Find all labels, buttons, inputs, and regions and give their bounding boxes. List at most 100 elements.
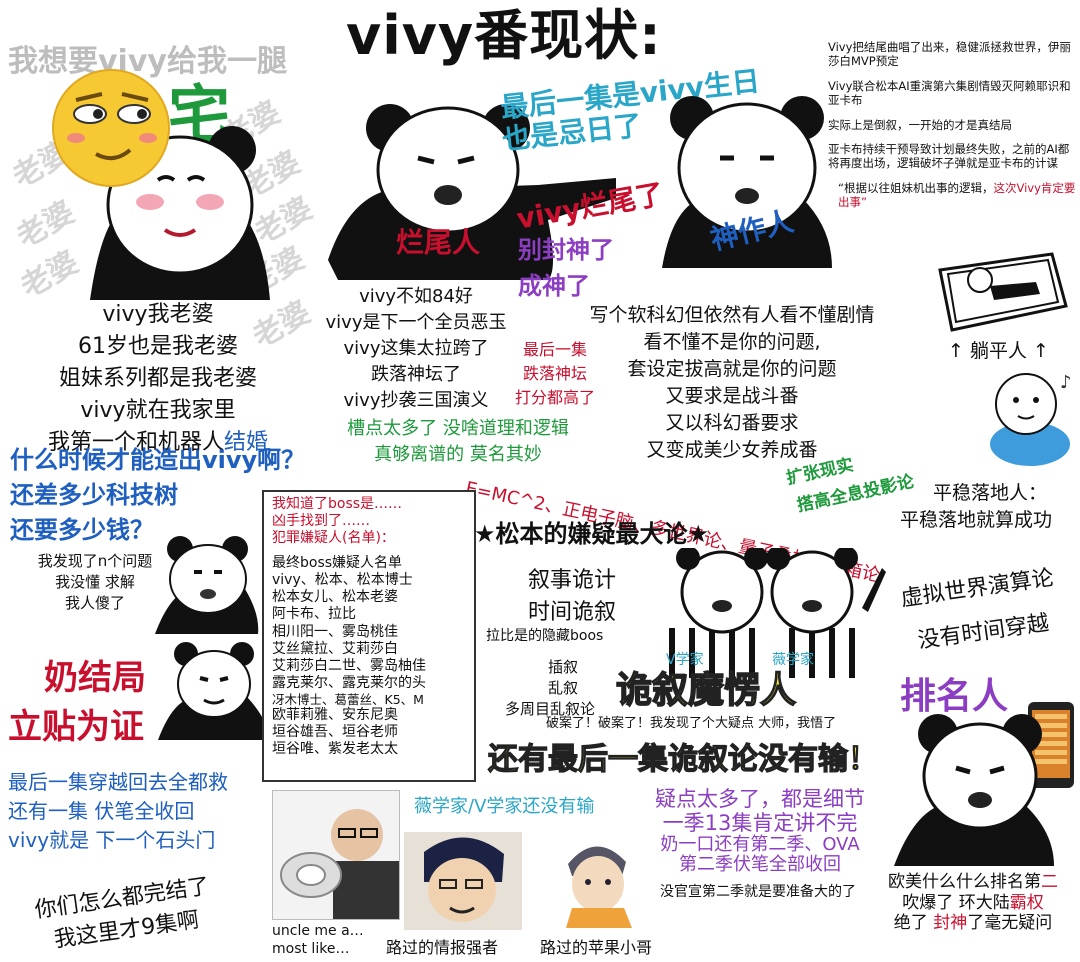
boss-list-6: 艾丝黛拉、艾莉莎白 [272, 640, 398, 657]
red-big-block: 奶结局 立贴为证 [8, 650, 146, 748]
sitting-figure-image: ♪ [982, 366, 1078, 468]
ranking-1b: 二 [1041, 872, 1058, 892]
label-lie-flat: ↑ 躺平人 ↑ [948, 340, 1049, 362]
center-green-2: 真够离谱的 莫名其妙 [374, 444, 542, 465]
blue-bl-2: 还有一集 伏笔全收回 [8, 799, 195, 823]
panda-referees-image [652, 548, 898, 678]
ranking-3b: 封神 [933, 913, 968, 934]
svg-text:♪: ♪ [1060, 372, 1072, 393]
right-note-1: Vivy把结尾曲唱了出来，稳健派拯救世界，伊丽莎白MVP预定 [828, 40, 1071, 69]
ranking-2b: 霸权 [1009, 892, 1044, 913]
scifi-line-4: 又要求是战斗番 [665, 385, 799, 407]
wife-line-4: vivy就在我家里 [80, 398, 236, 423]
narrative-block: 叙事诡计 时间诡叙 [512, 562, 632, 626]
wife-line-5a: 我第一个和机器人 [47, 430, 224, 455]
panda-meme-ranking-image [894, 712, 1054, 866]
panda-left-cap-3: 我人傻了 [64, 594, 125, 612]
smirk-emoji-icon [50, 66, 172, 190]
panda-meme-blush-image [80, 110, 280, 300]
rabi-boss-line: 拉比是的隐藏boos [486, 628, 604, 644]
center-red-2: 跌落神坛 [522, 364, 587, 383]
ranking-1: 欧美什么什么排名第二 [866, 872, 1080, 893]
coffin-panda-image [932, 250, 1070, 334]
scifi-line-1: 写个软科幻但依然有人看不懂剧情 [589, 304, 875, 326]
red-big-2: 立贴为证 [8, 707, 144, 747]
ranking-3: 绝了 封神了毫无疑问 [866, 913, 1080, 934]
wife-line-5: 我第一个和机器人结婚 [18, 424, 298, 456]
matsumoto-title: ★松本的嫌疑最大论★ [474, 520, 710, 548]
blue-question-block: 什么时候才能造出vivy啊？ 还差多少科技树 还要多少钱？ [10, 440, 305, 545]
boss-suspect-box: 我知道了boss是…… 凶手找到了…… 犯罪嫌疑人(名单)： 最终boss嫌疑人… [262, 490, 476, 782]
pingwen-2: 平稳落地就算成功 [900, 509, 1053, 531]
right-note-5: “根据以往姐妹机出事的逻辑，这次Vivy肯定要出事” [828, 181, 1076, 210]
virtual-world-block: 虚拟世界演算论 没有时间穿越 [882, 557, 1079, 658]
narr-1: 叙事诡计 [527, 568, 616, 593]
boss-list-1: 最终boss嫌疑人名单 [272, 555, 403, 572]
boss-list-4: 阿卡布、拉比 [272, 606, 356, 623]
center-list-3: vivy这集太拉跨了 [343, 338, 489, 359]
boss-red-1: 我知道了boss是…… [272, 496, 403, 512]
scifi-line-3: 套设定拔高就是你的问题 [627, 358, 837, 380]
boss-list-10: 欧菲莉雅、安东尼奥 [272, 707, 398, 724]
blue-q-3: 还要多少钱？ [10, 516, 154, 544]
wife-line-1: vivy我老婆 [102, 302, 214, 327]
right-note-4: 亚卡布持续干预导致计划最终失败，之前的AI都将再度出场，逻辑破坏子弹就是亚卡布的… [828, 141, 1070, 171]
apple-guy-image [546, 836, 646, 928]
doubts-block: 疑点太多了，都是细节 一季13集肯定讲不完 奶一口还有第二季、OVA 第二季伏笔… [634, 787, 886, 875]
boss-list-5: 相川阳一、雾岛桃佳 [272, 623, 398, 640]
center-list-2: vivy是下一个全员恶玉 [325, 312, 507, 333]
guixu-moleng-ren: 诡叙魔愣人 [615, 669, 797, 712]
apple-caption: 路过的苹果小哥 [540, 938, 653, 957]
blue-bottom-left-block: 最后一集穿越回去全都救 还有一集 伏笔全收回 vivy就是 下一个石头门 [8, 766, 228, 853]
red-big-1: 奶结局 [44, 658, 146, 698]
pingwen-block: 平稳落地人： 平稳落地就算成功 [900, 478, 1080, 532]
wife-line-3: 姐妹系列都是我老婆 [58, 366, 257, 391]
purple-line-2: 成神了 [518, 272, 590, 300]
watermark-2: 老婆 [11, 194, 81, 256]
solved-line: 破案了！破案了！我发现了个大疑点 大师，我悟了 [546, 716, 837, 731]
center-list-5: vivy抄袭三国演义 [343, 390, 489, 411]
boss-red-2: 凶手找到了…… [272, 513, 370, 530]
panda-left-cap-1: 我发现了n个问题 [37, 552, 153, 570]
pingwen-1: 平稳落地人： [932, 482, 1047, 504]
right-note-quote-red: 这次Vivy肯定要出事” [838, 180, 1076, 209]
panda-left-caption: 我发现了n个问题 我没懂 求解 我人傻了 [20, 550, 170, 613]
right-note-quote: “根据以往姐妹机出事的逻辑， [838, 180, 994, 195]
boss-list-8: 露克莱尔、露克莱尔的头 [272, 674, 426, 691]
center-red-3: 打分都高了 [514, 388, 595, 407]
blue-bl-3: vivy就是 下一个石头门 [8, 828, 216, 852]
ranking-1a: 欧美什么什么排名第 [888, 872, 1041, 892]
right-notes-block: Vivy把结尾曲唱了出来，稳健派拯救世界，伊丽莎白MVP预定 Vivy联合松本A… [828, 40, 1076, 209]
narr-2: 时间诡叙 [527, 600, 616, 625]
center-green-block: 槽点太多了 没啥道理和逻辑 真够离谱的 莫名其妙 [326, 414, 590, 466]
chaxu-1: 插叙 [547, 658, 578, 676]
boss-list-2: vivy、松本、松本博士 [272, 572, 413, 589]
scifi-line-5: 又以科幻番要求 [665, 412, 799, 434]
boss-list-12: 垣谷唯、紫发老太太 [272, 741, 398, 758]
boss-list-3: 松本女儿、松本老婆 [272, 589, 398, 606]
right-note-2: Vivy联合松本AI重演第六集剧情毁灭阿赖耶识和亚卡布 [828, 78, 1071, 108]
blue-bl-1: 最后一集穿越回去全都救 [8, 770, 228, 794]
center-list-1: vivy不如84好 [359, 286, 473, 307]
boss-list-11: 垣谷雄吾、垣谷老师 [272, 724, 398, 741]
intel-guy-image [404, 832, 522, 930]
purple-line-1: 别封神了 [518, 236, 614, 264]
center-red-small-block: 最后一集 跌落神坛 打分都高了 [500, 336, 610, 408]
panda-meme-pointing-image [158, 640, 270, 740]
scifi-line-6: 又变成美少女养成番 [646, 439, 818, 461]
boss-list-9: 冴木博士、葛蕾丝、K5、M [272, 691, 424, 707]
uncle-cap-2: most like… [272, 941, 350, 958]
phone-icon [1026, 700, 1076, 790]
scifi-line-2: 看不懂不是你的问题, [643, 331, 821, 353]
topleft-header: 我想要vivy给我一腿 [8, 44, 287, 79]
ranking-2: 吹爆了 环大陆霸权 [866, 893, 1080, 914]
right-note-3: 实际上是倒叙，一开始的才是真结局 [828, 117, 1012, 132]
center-green-1: 槽点太多了 没啥道理和逻辑 [347, 418, 569, 439]
ranking-3c: 了毫无疑问 [967, 913, 1053, 934]
uncle-photo-image [272, 790, 400, 920]
wife-line-5b: 结婚 [224, 430, 269, 455]
label-lanwei-ren: 烂尾人 [396, 226, 481, 259]
doubts-2: 一季13集肯定讲不完 [662, 810, 858, 835]
wei-v-not-lose: 薇学家/V学家还没有输 [414, 796, 595, 817]
label-wei-xuejia: 薇学家 [772, 652, 814, 668]
